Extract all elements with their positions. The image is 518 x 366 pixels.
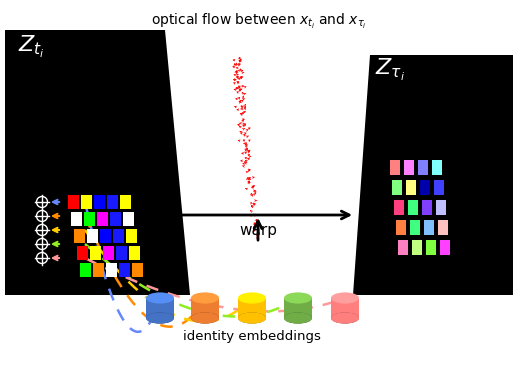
Bar <box>424 220 434 235</box>
Ellipse shape <box>191 313 219 324</box>
Bar <box>113 229 124 243</box>
Bar <box>392 180 402 195</box>
Bar <box>81 195 92 209</box>
Bar <box>436 200 446 215</box>
Bar <box>406 180 416 195</box>
Ellipse shape <box>191 292 219 304</box>
Bar <box>410 220 420 235</box>
Ellipse shape <box>331 313 359 324</box>
Bar <box>422 200 432 215</box>
Bar <box>126 229 137 243</box>
Ellipse shape <box>331 292 359 304</box>
Bar <box>396 220 406 235</box>
Bar <box>74 229 85 243</box>
Bar <box>129 246 140 260</box>
Bar <box>68 195 79 209</box>
Bar <box>426 240 436 255</box>
Ellipse shape <box>146 313 174 324</box>
Bar <box>93 263 104 277</box>
Bar <box>284 298 312 318</box>
Bar <box>120 195 131 209</box>
Bar <box>94 195 105 209</box>
Bar <box>440 240 450 255</box>
Ellipse shape <box>238 313 266 324</box>
Text: warp: warp <box>239 223 277 238</box>
Ellipse shape <box>284 292 312 304</box>
Bar <box>100 229 111 243</box>
Bar <box>412 240 422 255</box>
Bar <box>80 263 91 277</box>
Bar <box>408 200 418 215</box>
Bar <box>90 246 101 260</box>
Bar <box>123 212 134 226</box>
Polygon shape <box>353 55 513 295</box>
Bar <box>432 160 442 175</box>
Bar <box>110 212 121 226</box>
Bar <box>84 212 95 226</box>
Bar <box>438 220 448 235</box>
Bar <box>434 180 444 195</box>
Bar <box>77 246 88 260</box>
Bar <box>398 240 408 255</box>
Bar <box>146 298 174 318</box>
Bar <box>132 263 143 277</box>
Bar <box>87 229 98 243</box>
Text: identity embeddings: identity embeddings <box>183 330 321 343</box>
Bar <box>97 212 108 226</box>
Bar <box>331 298 359 318</box>
Bar <box>107 195 118 209</box>
Polygon shape <box>5 30 190 295</box>
Ellipse shape <box>284 313 312 324</box>
Ellipse shape <box>191 313 219 324</box>
Bar <box>106 263 117 277</box>
Text: $Z_{t_i}$: $Z_{t_i}$ <box>18 34 45 60</box>
Ellipse shape <box>284 313 312 324</box>
Ellipse shape <box>146 313 174 324</box>
Bar <box>238 298 266 318</box>
Ellipse shape <box>238 313 266 324</box>
Bar <box>390 160 400 175</box>
Bar <box>404 160 414 175</box>
Text: $Z_{\tau_i}$: $Z_{\tau_i}$ <box>375 57 405 83</box>
Bar <box>119 263 130 277</box>
Text: optical flow between $x_{t_i}$ and $x_{\tau_i}$: optical flow between $x_{t_i}$ and $x_{\… <box>151 12 367 31</box>
Bar <box>116 246 127 260</box>
Bar <box>394 200 404 215</box>
Ellipse shape <box>331 313 359 324</box>
Ellipse shape <box>238 292 266 304</box>
Bar <box>418 160 428 175</box>
Bar <box>420 180 430 195</box>
Bar <box>191 298 219 318</box>
Bar <box>103 246 114 260</box>
Bar <box>71 212 82 226</box>
Ellipse shape <box>146 292 174 304</box>
